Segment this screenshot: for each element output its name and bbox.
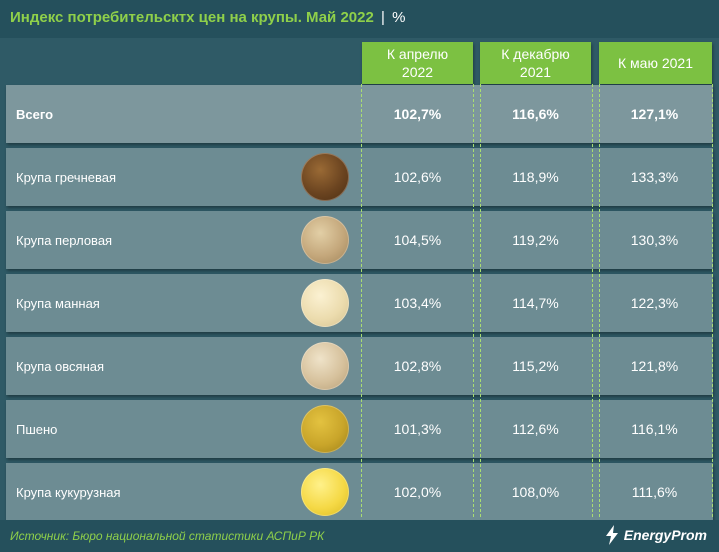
value-cell: 133,3% (630, 169, 679, 185)
value-cell: 102,8% (393, 358, 442, 374)
value-cell: 122,3% (630, 295, 679, 311)
source-note: Источник: Бюро национальной статистики А… (10, 529, 325, 543)
row-label: Крупа кукурузная (16, 484, 121, 500)
table-row: Крупа кукурузная 102,0% 108,0% 111,6% (6, 463, 713, 521)
value-cell: 104,5% (393, 232, 442, 248)
value-cell: 102,7% (393, 106, 442, 122)
table-row: Крупа овсяная 102,8% 115,2% 121,8% (6, 337, 713, 395)
row-label: Крупа гречневая (16, 169, 117, 185)
title-text: Индекс потребительсктх цен на крупы. Май… (10, 9, 374, 26)
table-row: Крупа перловая 104,5% 119,2% 130,3% (6, 211, 713, 269)
buckwheat-icon (301, 153, 349, 201)
value-cell: 118,9% (512, 169, 559, 185)
value-cell: 115,2% (512, 358, 559, 374)
value-cell: 103,4% (393, 295, 442, 311)
value-cell: 130,3% (630, 232, 679, 248)
value-cell: 108,0% (511, 484, 560, 500)
value-cell: 112,6% (512, 421, 559, 437)
brand-name: EnergyProm (623, 527, 707, 543)
table-row: Всего 102,7% 116,6% 127,1% (6, 85, 713, 143)
value-cell: 102,0% (393, 484, 442, 500)
row-label: Всего (16, 106, 54, 122)
column-header-april-2022: К апрелю 2022 (362, 42, 473, 84)
table-row: Крупа манная 103,4% 114,7% 122,3% (6, 274, 713, 332)
corn-grits-icon (301, 468, 349, 516)
row-label: Крупа перловая (16, 232, 113, 248)
value-cell: 116,1% (631, 421, 678, 437)
millet-icon (301, 405, 349, 453)
pearl-barley-icon (301, 216, 349, 264)
value-cell: 127,1% (630, 106, 679, 122)
value-cell: 121,8% (630, 358, 679, 374)
table-row: Крупа гречневая 102,6% 118,9% 133,3% (6, 148, 713, 206)
title-bar: Индекс потребительсктх цен на крупы. Май… (0, 0, 719, 38)
value-cell: 116,6% (512, 106, 559, 122)
column-header-december-2021: К декабрю 2021 (480, 42, 591, 84)
row-label: Крупа манная (16, 295, 100, 311)
lightning-icon (605, 525, 618, 545)
column-header-may-2021: К маю 2021 (599, 42, 712, 84)
value-cell: 114,7% (512, 295, 559, 311)
value-cell: 111,6% (631, 484, 678, 500)
unit-label: % (392, 9, 406, 26)
title-separator: | (381, 9, 385, 26)
semolina-icon (301, 279, 349, 327)
oatmeal-icon (301, 342, 349, 390)
table-row: Пшено 101,3% 112,6% 116,1% (6, 400, 713, 458)
chart-title: Индекс потребительсктх цен на крупы. Май… (10, 9, 405, 26)
brand-logo: EnergyProm (604, 525, 707, 545)
value-cell: 119,2% (512, 232, 559, 248)
row-label: Крупа овсяная (16, 358, 105, 374)
row-label: Пшено (16, 421, 58, 437)
footer: Источник: Бюро национальной статистики А… (0, 520, 719, 552)
value-cell: 101,3% (393, 421, 442, 437)
value-cell: 102,6% (393, 169, 442, 185)
